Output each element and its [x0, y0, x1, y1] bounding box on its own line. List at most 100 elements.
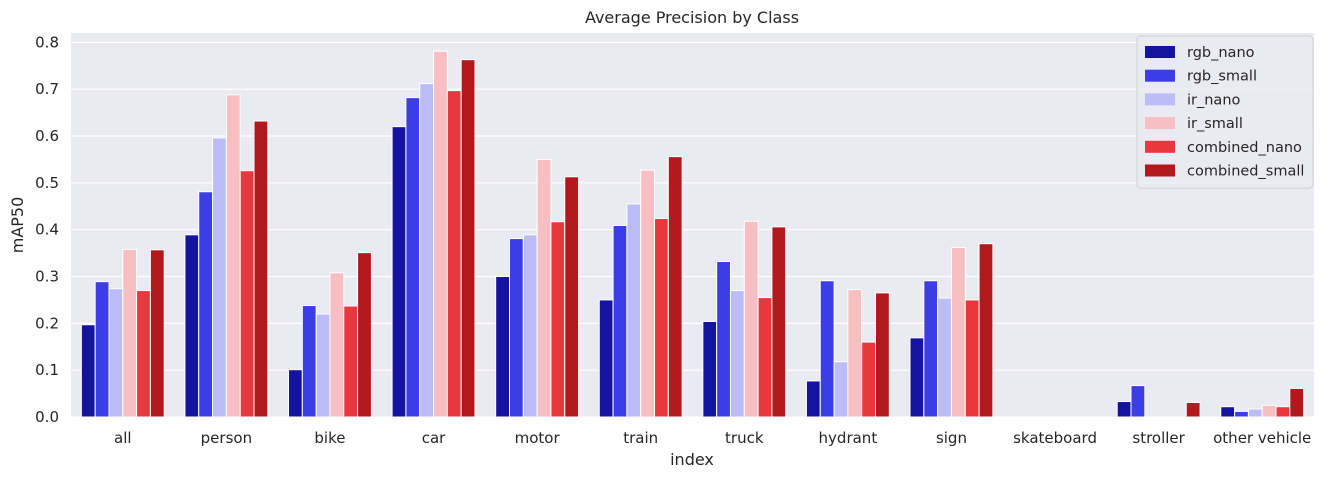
bar-combined_nano-other-vehicle	[1275, 406, 1291, 418]
bar-combined_small-motor	[564, 176, 580, 418]
bar-rgb_small-car	[405, 97, 421, 418]
legend-label-rgb_nano: rgb_nano	[1187, 45, 1255, 61]
y-tick-label: 0.8	[35, 33, 59, 51]
y-tick-label: 0.2	[35, 314, 59, 332]
bar-combined_small-other-vehicle	[1289, 387, 1305, 418]
bar-combined_nano-motor	[550, 221, 566, 418]
bar-rgb_small-sign	[923, 280, 939, 418]
x-tick-label: person	[201, 429, 252, 447]
bar-ir_small-motor	[536, 158, 552, 418]
x-tick-label: sign	[936, 429, 967, 447]
bar-combined_small-sign	[978, 243, 994, 418]
bar-rgb_nano-stroller	[1116, 401, 1132, 418]
bar-ir_nano-bike	[315, 313, 331, 418]
bar-ir_small-other-vehicle	[1261, 404, 1277, 418]
bar-ir_small-bike	[329, 272, 345, 418]
legend-swatch-combined_small	[1145, 164, 1175, 177]
bar-ir_nano-train	[626, 203, 642, 418]
y-tick-label: 0.7	[35, 80, 59, 98]
x-tick-label: car	[422, 429, 446, 447]
legend-frame	[1136, 35, 1314, 189]
x-tick-label: all	[114, 429, 132, 447]
bar-ir_small-person	[225, 94, 241, 418]
bar-ir_small-car	[433, 50, 448, 418]
bar-ir_small-truck	[743, 220, 759, 418]
bar-rgb_nano-car	[391, 126, 407, 418]
legend-label-combined_nano: combined_nano	[1187, 140, 1302, 156]
chart-title: Average Precision by Class	[585, 8, 799, 27]
bar-combined_nano-hydrant	[861, 341, 877, 418]
y-axis: 0.0 0.1 0.2 0.3 0.4 0.5 0.6 0.7 0.8	[35, 33, 59, 426]
y-axis-title: mAP50	[8, 197, 27, 254]
y-tick-label: 0.5	[35, 174, 59, 192]
bar-rgb_small-person	[198, 191, 214, 418]
bar-combined_nano-sign	[964, 299, 980, 418]
bar-combined_nano-bike	[343, 305, 359, 418]
bar-combined_nano-person	[239, 170, 255, 418]
y-tick-label: 0.6	[35, 127, 59, 145]
bar-ir_nano-person	[212, 137, 227, 418]
bar-rgb_small-stroller	[1130, 385, 1146, 418]
x-tick-label: train	[623, 429, 658, 447]
bar-combined_small-all	[149, 249, 165, 418]
bar-combined_small-hydrant	[875, 292, 890, 418]
bar-rgb_nano-other-vehicle	[1220, 406, 1236, 418]
y-tick-label: 0.4	[35, 221, 59, 239]
legend-label-combined_small: combined_small	[1187, 164, 1304, 180]
bar-combined_small-person	[253, 120, 269, 418]
bar-combined_nano-car	[446, 90, 462, 418]
x-tick-label: bike	[314, 429, 345, 447]
bar-ir_nano-motor	[522, 234, 538, 418]
x-axis: all person bike car motor train truck hydrant si…	[114, 429, 1311, 447]
gridlines	[71, 41, 1314, 418]
bar-ir_small-train	[640, 169, 656, 418]
y-tick-label: 0.3	[35, 268, 59, 286]
bar-rgb_nano-all	[80, 324, 96, 418]
bar-rgb_small-bike	[301, 305, 317, 418]
bar-rgb_small-all	[94, 281, 110, 418]
bar-combined_small-train	[667, 156, 683, 418]
bar-ir_nano-sign	[937, 297, 952, 418]
x-tick-label: stroller	[1132, 429, 1185, 447]
legend-label-rgb_small: rgb_small	[1187, 69, 1257, 85]
bar-ir_nano-car	[419, 83, 435, 418]
legend-swatch-ir_nano	[1145, 93, 1175, 106]
bar-rgb_nano-hydrant	[805, 380, 821, 418]
bar-rgb_nano-bike	[288, 369, 303, 418]
bar-rgb_nano-person	[184, 234, 200, 418]
bar-ir_nano-truck	[729, 290, 745, 418]
bar-combined_small-car	[460, 59, 476, 418]
legend-swatch-combined_nano	[1145, 140, 1175, 153]
plot-area	[71, 33, 1314, 417]
x-tick-label: truck	[725, 429, 764, 447]
x-axis-title: index	[670, 450, 714, 469]
legend-swatch-ir_small	[1145, 117, 1175, 130]
legend-swatch-rgb_small	[1145, 69, 1175, 82]
legend-label-ir_small: ir_small	[1187, 116, 1243, 132]
bar-rgb_small-motor	[509, 238, 524, 418]
legend-swatch-rgb_nano	[1145, 46, 1175, 58]
bar-combined_nano-all	[136, 290, 151, 418]
bar-combined_nano-train	[654, 217, 669, 418]
bar-rgb_small-other-vehicle	[1234, 410, 1249, 418]
bar-ir_small-sign	[950, 246, 966, 418]
x-tick-label: skateboard	[1013, 429, 1097, 447]
bar-rgb_small-truck	[716, 261, 731, 418]
bar-rgb_nano-truck	[702, 320, 718, 418]
bar-combined_small-bike	[357, 252, 372, 418]
bar-ir_nano-all	[108, 288, 124, 418]
bar-rgb_nano-sign	[909, 337, 925, 418]
bar-rgb_nano-train	[598, 299, 614, 418]
bar-combined_small-stroller	[1185, 401, 1201, 418]
bar-combined_nano-truck	[757, 297, 773, 418]
bar-ir_nano-hydrant	[833, 361, 849, 418]
x-tick-label: other vehicle	[1213, 429, 1311, 447]
bar-rgb_small-hydrant	[819, 280, 835, 418]
x-tick-label: motor	[515, 429, 561, 447]
y-tick-label: 0.0	[35, 408, 59, 426]
bar-rgb_small-train	[612, 224, 628, 418]
bar-ir_small-hydrant	[847, 289, 863, 418]
y-tick-label: 0.1	[35, 361, 59, 379]
legend-label-ir_nano: ir_nano	[1187, 92, 1241, 108]
